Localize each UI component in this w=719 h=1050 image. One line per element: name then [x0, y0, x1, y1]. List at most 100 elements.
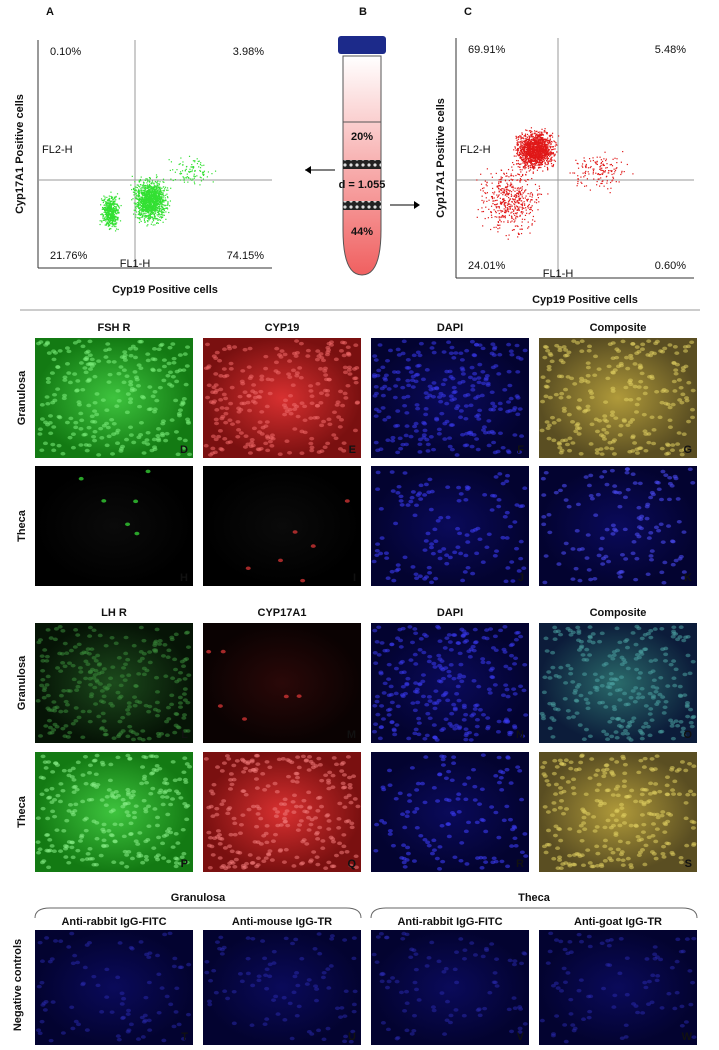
cell: [252, 427, 257, 431]
event: [483, 190, 484, 191]
event: [498, 221, 499, 222]
event: [585, 173, 586, 174]
row-label: Granulosa: [16, 370, 28, 425]
cell: [482, 425, 487, 429]
event: [515, 207, 516, 208]
event: [613, 173, 614, 174]
event: [114, 221, 115, 222]
event: [511, 166, 512, 167]
cell: [334, 358, 339, 362]
event: [531, 151, 532, 152]
event: [181, 173, 182, 174]
event: [603, 158, 604, 159]
event: [161, 205, 162, 206]
cell: [501, 446, 506, 450]
event: [535, 157, 536, 158]
event: [533, 171, 534, 172]
event: [132, 176, 133, 177]
event: [153, 220, 154, 221]
cell: [276, 371, 281, 375]
cell: [128, 383, 133, 387]
event: [157, 183, 158, 184]
cell: [446, 340, 451, 344]
event: [140, 180, 141, 181]
event: [154, 198, 155, 199]
event: [525, 134, 526, 135]
event: [516, 205, 517, 206]
event: [528, 226, 529, 227]
event: [140, 217, 141, 218]
event: [551, 159, 552, 160]
cell: [458, 351, 463, 355]
event: [111, 217, 112, 218]
event: [155, 210, 156, 211]
event: [102, 217, 103, 218]
event: [100, 214, 101, 215]
event: [499, 220, 500, 221]
cell: [515, 413, 520, 417]
cell: [336, 400, 341, 404]
cell: [68, 436, 73, 440]
event: [100, 220, 101, 221]
cell: [405, 379, 410, 383]
event: [194, 174, 195, 175]
event: [554, 160, 555, 161]
event: [505, 202, 506, 203]
event: [114, 200, 115, 201]
event: [547, 146, 548, 147]
event: [509, 209, 510, 210]
event: [140, 201, 141, 202]
event: [157, 187, 158, 188]
cell: [129, 433, 134, 437]
event: [523, 153, 524, 154]
event: [145, 201, 146, 202]
cell: [185, 345, 190, 349]
event: [515, 175, 516, 176]
event: [549, 156, 550, 157]
event: [156, 198, 157, 199]
event: [521, 229, 522, 230]
event: [522, 186, 523, 187]
cell: [424, 438, 429, 442]
event: [516, 140, 517, 141]
event: [553, 165, 554, 166]
event: [556, 151, 557, 152]
event: [501, 188, 502, 189]
event: [517, 151, 518, 152]
event: [534, 140, 535, 141]
event: [538, 164, 539, 165]
event: [156, 186, 157, 187]
cell: [218, 388, 223, 392]
event: [145, 221, 146, 222]
cell: [156, 437, 161, 441]
event: [529, 209, 530, 210]
event: [164, 188, 165, 189]
event: [511, 179, 512, 180]
event: [525, 129, 526, 130]
event: [520, 136, 521, 137]
event: [525, 195, 526, 196]
event: [494, 204, 495, 205]
event: [509, 200, 510, 201]
event: [540, 153, 541, 154]
event: [184, 178, 185, 179]
cell: [172, 357, 177, 361]
cell: [323, 373, 328, 377]
event: [519, 202, 520, 203]
event: [523, 198, 524, 199]
event: [107, 221, 108, 222]
cell: [182, 397, 187, 401]
event: [552, 136, 553, 137]
cell: [112, 360, 117, 364]
event: [542, 146, 543, 147]
event: [508, 204, 509, 205]
event: [540, 142, 541, 143]
cell: [381, 394, 386, 398]
event: [499, 227, 500, 228]
event: [510, 204, 511, 205]
event: [207, 176, 208, 177]
event: [516, 137, 517, 138]
event: [163, 190, 164, 191]
event: [163, 202, 164, 203]
event: [182, 164, 183, 165]
